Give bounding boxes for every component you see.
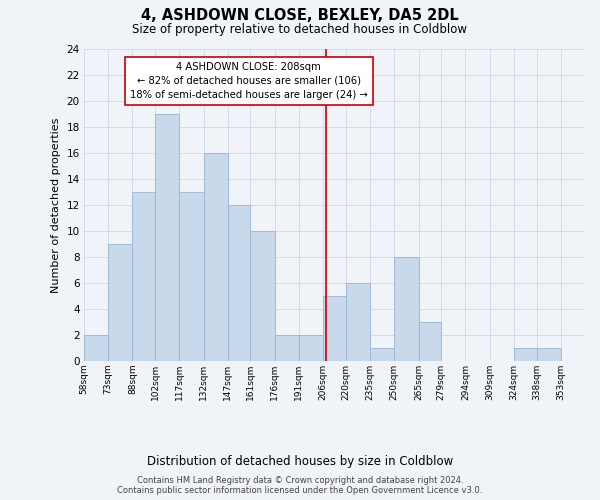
- Bar: [536, 348, 561, 361]
- Bar: [108, 244, 133, 361]
- Bar: [514, 348, 536, 361]
- Bar: [275, 335, 299, 361]
- Bar: [370, 348, 394, 361]
- Text: Distribution of detached houses by size in Coldblow: Distribution of detached houses by size …: [147, 455, 453, 468]
- Bar: [323, 296, 346, 361]
- Bar: [179, 192, 203, 361]
- Bar: [419, 322, 441, 361]
- Text: 4, ASHDOWN CLOSE, BEXLEY, DA5 2DL: 4, ASHDOWN CLOSE, BEXLEY, DA5 2DL: [141, 8, 459, 22]
- Bar: [228, 205, 250, 361]
- Y-axis label: Number of detached properties: Number of detached properties: [51, 117, 61, 292]
- Bar: [299, 335, 323, 361]
- Bar: [394, 257, 419, 361]
- Text: 4 ASHDOWN CLOSE: 208sqm
← 82% of detached houses are smaller (106)
18% of semi-d: 4 ASHDOWN CLOSE: 208sqm ← 82% of detache…: [130, 62, 368, 100]
- Bar: [203, 153, 228, 361]
- Bar: [133, 192, 155, 361]
- Bar: [84, 335, 108, 361]
- Bar: [346, 283, 370, 361]
- Bar: [155, 114, 179, 361]
- Text: Size of property relative to detached houses in Coldblow: Size of property relative to detached ho…: [133, 22, 467, 36]
- Bar: [250, 231, 275, 361]
- Text: Contains HM Land Registry data © Crown copyright and database right 2024.
Contai: Contains HM Land Registry data © Crown c…: [118, 476, 482, 495]
